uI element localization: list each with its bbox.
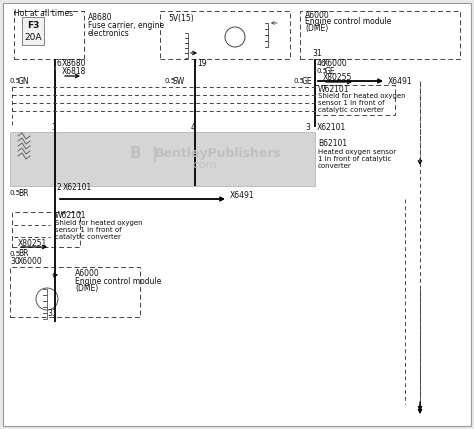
Text: A8680: A8680 <box>88 13 112 22</box>
Text: Fuse carrier, engine: Fuse carrier, engine <box>88 21 164 30</box>
Text: 0.5: 0.5 <box>10 251 21 257</box>
Bar <box>300 11 460 59</box>
Text: GE: GE <box>325 66 336 76</box>
Text: W62101: W62101 <box>55 211 86 221</box>
Bar <box>12 212 80 247</box>
Text: sensor 1 in front of: sensor 1 in front of <box>55 227 122 233</box>
Bar <box>10 267 140 317</box>
Text: Heated oxygen sensor: Heated oxygen sensor <box>318 149 396 155</box>
Text: A6000: A6000 <box>305 10 330 19</box>
Text: 31: 31 <box>312 48 322 57</box>
Text: BR: BR <box>18 250 28 259</box>
Bar <box>14 11 84 59</box>
Text: Engine control module: Engine control module <box>305 18 392 27</box>
Text: converter: converter <box>318 163 352 169</box>
Text: B  |: B | <box>130 146 158 162</box>
Text: BR: BR <box>18 188 28 197</box>
Text: 31: 31 <box>47 308 56 317</box>
Text: GN: GN <box>18 76 29 85</box>
Text: BentleyPublishers: BentleyPublishers <box>155 148 282 160</box>
Text: X6000: X6000 <box>18 257 43 266</box>
Text: 0.5: 0.5 <box>165 78 176 84</box>
Text: Hot at all times: Hot at all times <box>14 9 73 18</box>
Text: 0.5: 0.5 <box>10 190 21 196</box>
Bar <box>22 17 44 45</box>
Text: Engine control module: Engine control module <box>75 277 161 286</box>
Text: X8680: X8680 <box>62 60 86 69</box>
Text: 1 in front of catalytic: 1 in front of catalytic <box>318 156 392 162</box>
Text: W62101: W62101 <box>318 85 349 94</box>
Text: .com: .com <box>190 160 218 170</box>
Text: X62101: X62101 <box>63 182 92 191</box>
Text: 6: 6 <box>57 60 62 69</box>
Text: X6818: X6818 <box>62 66 86 76</box>
Text: 20A: 20A <box>24 33 42 42</box>
Text: 0.5: 0.5 <box>10 78 21 84</box>
Text: SW: SW <box>173 76 185 85</box>
Text: 19: 19 <box>197 60 207 69</box>
Text: X80255: X80255 <box>323 73 352 82</box>
Text: 0.5: 0.5 <box>317 68 328 74</box>
Text: X6491: X6491 <box>230 191 255 200</box>
Text: catalytic converter: catalytic converter <box>318 107 384 113</box>
Bar <box>160 11 290 59</box>
Text: 0.5: 0.5 <box>294 78 305 84</box>
Text: 4: 4 <box>191 123 196 132</box>
Text: sensor 1 in front of: sensor 1 in front of <box>318 100 384 106</box>
Text: GE: GE <box>302 76 313 85</box>
Bar <box>10 132 315 186</box>
Text: 46: 46 <box>317 60 327 69</box>
Text: A6000: A6000 <box>75 269 100 278</box>
Text: (DME): (DME) <box>75 284 98 293</box>
Bar <box>315 85 395 115</box>
Text: catalytic converter: catalytic converter <box>55 234 121 240</box>
Text: 3: 3 <box>305 123 310 132</box>
Text: 30: 30 <box>10 257 20 266</box>
Text: Shield for heated oxygen: Shield for heated oxygen <box>55 220 143 226</box>
Text: X6000: X6000 <box>323 60 348 69</box>
Text: 5V(15): 5V(15) <box>168 15 194 24</box>
Text: X80251: X80251 <box>18 239 47 248</box>
Text: 2: 2 <box>57 182 62 191</box>
Text: X62101: X62101 <box>317 123 346 132</box>
Text: F3: F3 <box>27 21 39 30</box>
Text: X6491: X6491 <box>388 76 413 85</box>
Text: B62101: B62101 <box>318 139 347 148</box>
Text: electronics: electronics <box>88 28 130 37</box>
Text: 1: 1 <box>51 123 56 132</box>
Text: Shield for heated oxygen: Shield for heated oxygen <box>318 93 406 99</box>
Text: (DME): (DME) <box>305 24 328 33</box>
